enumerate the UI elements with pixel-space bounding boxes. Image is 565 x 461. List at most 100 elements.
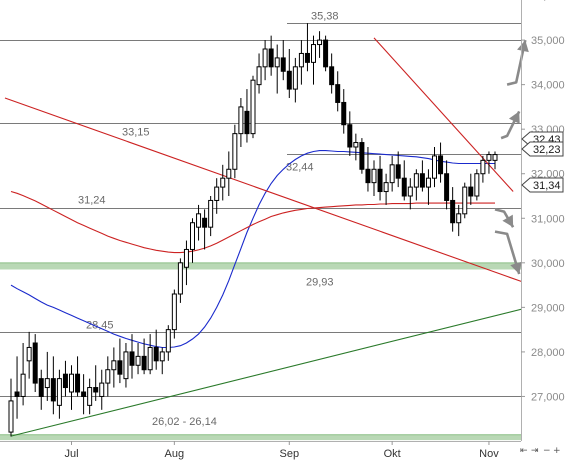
candle-body xyxy=(371,168,377,184)
candle-body xyxy=(323,39,329,68)
candle-body xyxy=(141,355,147,371)
candle-body xyxy=(38,378,44,397)
candle-body xyxy=(123,351,129,380)
candle-body xyxy=(474,173,480,197)
candle-body xyxy=(87,387,93,406)
zoom-in-icon[interactable]: + xyxy=(553,446,561,456)
candle-body xyxy=(232,133,238,170)
candle-body xyxy=(383,182,389,193)
candle-body xyxy=(401,177,407,197)
horizontal-levels: 35,38 33,15 32,44 31,24 28,45 xyxy=(0,11,521,397)
candle-body xyxy=(413,173,419,188)
candle-body xyxy=(256,66,262,86)
candle-body xyxy=(208,199,214,228)
candle-body xyxy=(286,70,292,90)
price-badge xyxy=(521,177,564,193)
x-tick-label: Sep xyxy=(280,448,300,460)
candle-body xyxy=(432,155,437,179)
scroll-right-icon[interactable]: ⇥ xyxy=(531,446,539,456)
candle-body xyxy=(165,329,171,353)
candle-body xyxy=(450,199,456,224)
candle-body xyxy=(268,48,274,68)
level-label: 28,45 xyxy=(86,320,114,332)
level-label: 35,38 xyxy=(311,11,339,23)
candle-body xyxy=(280,57,286,72)
candle-body xyxy=(105,369,111,384)
candle-body xyxy=(32,342,38,384)
rising-trendline xyxy=(10,308,521,437)
candle-body xyxy=(377,168,383,193)
candle-body xyxy=(56,378,62,406)
candle-body xyxy=(190,222,195,250)
scenario-arrows xyxy=(494,39,529,275)
scroll-left-icon[interactable]: ⇤ xyxy=(520,446,528,456)
y-tick-label: 30,000 xyxy=(531,258,565,270)
candle-body xyxy=(117,360,123,375)
candle-body xyxy=(341,101,347,126)
candle-body xyxy=(298,52,304,68)
scenario-arrowhead xyxy=(508,111,520,124)
zoom-out-icon[interactable]: − xyxy=(543,446,551,456)
candle-body xyxy=(171,293,177,331)
x-tick-label: Jul xyxy=(64,448,78,460)
candle-body xyxy=(202,217,208,228)
candle-body xyxy=(196,213,202,228)
y-tick-label: 34,000 xyxy=(531,80,565,92)
support-zone xyxy=(0,262,521,270)
candle-body xyxy=(468,186,474,197)
candle-body xyxy=(244,110,250,135)
candle-body xyxy=(26,346,32,362)
candle-body xyxy=(226,168,232,179)
candle-body xyxy=(492,154,498,161)
candle-body xyxy=(50,378,56,402)
candle-body xyxy=(347,124,353,148)
y-tick-label: 35,000 xyxy=(531,35,565,47)
level-label: 33,15 xyxy=(122,127,150,139)
falling-trendline-long xyxy=(4,97,521,282)
level-label: 32,44 xyxy=(286,162,314,174)
candle-body xyxy=(444,173,450,201)
level-label: 31,24 xyxy=(78,195,106,207)
candle-body xyxy=(311,44,316,63)
y-tick-label: 36,000 xyxy=(531,0,565,3)
candle-body xyxy=(480,159,486,175)
candle-body xyxy=(14,391,20,397)
candle-body xyxy=(365,168,371,184)
candle-body xyxy=(220,177,226,188)
candle-body xyxy=(183,248,189,268)
y-tick-label: 27,000 xyxy=(531,391,565,403)
scenario-arrow xyxy=(494,230,521,275)
scenario-arrow xyxy=(506,39,527,86)
candle-body xyxy=(317,39,323,46)
trendlines xyxy=(4,37,521,437)
candle-body xyxy=(62,373,68,389)
candle-body xyxy=(159,351,165,362)
candle-body xyxy=(153,346,159,362)
candle-body xyxy=(353,142,359,148)
candle-body xyxy=(389,164,395,184)
candle-body xyxy=(304,52,310,63)
scenario-arrowhead xyxy=(517,40,529,53)
price-badge-label: 32,23 xyxy=(533,144,561,156)
x-tick-label: Okt xyxy=(384,448,401,460)
y-tick-label: 31,000 xyxy=(531,213,565,225)
zone-label: 26,02 - 26,14 xyxy=(152,416,217,428)
candle-body xyxy=(44,378,50,389)
candle-body xyxy=(177,262,183,295)
x-axis: Jul Aug Sep Okt Nov xyxy=(0,441,521,460)
x-tick-label: Aug xyxy=(165,448,185,460)
scenario-arrowhead xyxy=(502,214,514,228)
candle-body xyxy=(456,213,462,224)
moving-average-line xyxy=(10,190,495,254)
candlesticks xyxy=(8,23,498,437)
candle-body xyxy=(395,164,401,179)
navigation-controls[interactable]: ⇤ ⇥ − + xyxy=(520,446,561,456)
candle-body xyxy=(81,391,87,397)
candle-body xyxy=(262,48,268,68)
candle-body xyxy=(8,400,14,433)
candle-body xyxy=(135,355,141,366)
zone-label: 29,93 xyxy=(306,277,334,289)
candle-body xyxy=(407,186,413,197)
y-tick-label: 29,000 xyxy=(531,302,565,314)
